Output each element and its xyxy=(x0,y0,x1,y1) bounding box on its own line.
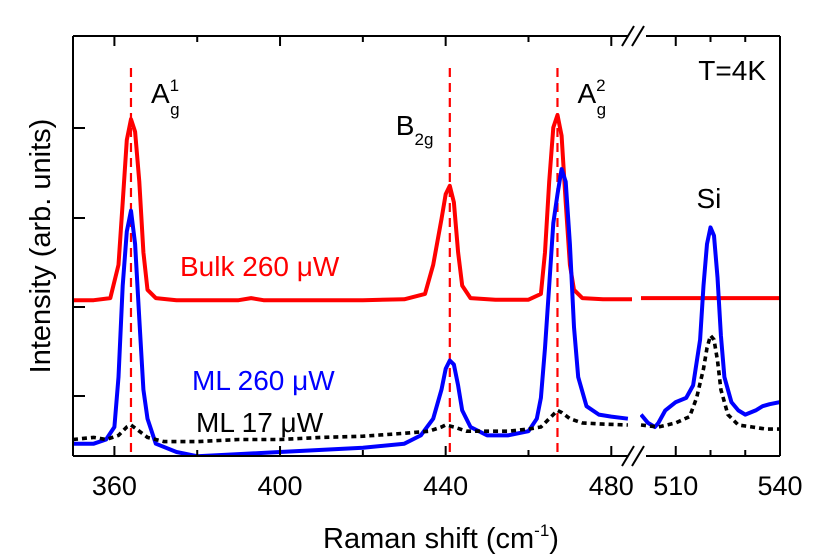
axis-break-top-b xyxy=(631,25,645,47)
series-0-left xyxy=(73,113,632,303)
peak-label-0: A1 g xyxy=(151,76,180,119)
temperature-annotation: T=4K xyxy=(698,55,766,86)
x-tick-label: 360 xyxy=(92,471,137,501)
peak-label-3: Si xyxy=(697,183,722,214)
series-1-right xyxy=(640,225,780,429)
series-1-left xyxy=(73,167,629,456)
axis-break-bottom-b xyxy=(631,445,645,467)
y-axis-title: Intensity (arb. units) xyxy=(25,119,57,374)
series-2-left xyxy=(73,408,628,444)
axis-ticks: 360 400 440 480 510 540 xyxy=(73,36,803,501)
x-tick-label: 400 xyxy=(258,471,303,501)
series-2-right xyxy=(640,333,780,431)
x-tick-label: 540 xyxy=(757,471,802,501)
reference-lines xyxy=(129,68,559,456)
peak-label-2: A2 g xyxy=(577,76,606,119)
legend-ml-260: ML 260 μW xyxy=(192,365,335,396)
x-tick-label: 510 xyxy=(653,471,698,501)
data-series xyxy=(73,113,780,456)
axis-break-bottom-a xyxy=(621,445,635,467)
plot-frame xyxy=(72,25,781,467)
x-axis-title: Raman shift (cm-1) xyxy=(323,521,559,554)
x-tick-label: 440 xyxy=(423,471,468,501)
legend-ml-17: ML 17 μW xyxy=(196,407,324,438)
x-tick-label: 480 xyxy=(589,471,634,501)
peak-label-1: B2g xyxy=(396,110,434,149)
legend-bulk-260: Bulk 260 μW xyxy=(180,251,340,282)
axis-break-top-a xyxy=(621,25,635,47)
peak-labels: A1 g B2g A2 g Si xyxy=(151,76,721,214)
